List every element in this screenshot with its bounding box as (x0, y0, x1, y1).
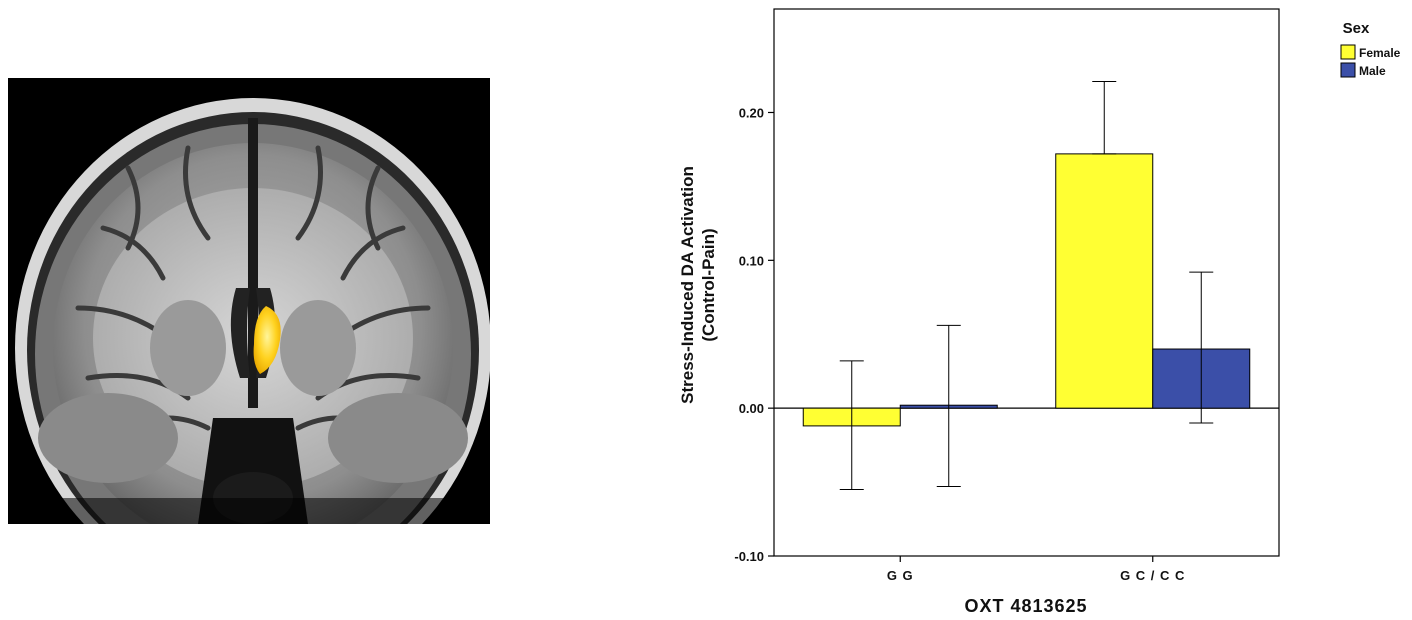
mri-coronal-brain-icon (8, 78, 491, 598)
y-tick-label: 0.00 (739, 401, 764, 416)
legend-swatch-male (1340, 62, 1356, 78)
legend-label-male: Male (1359, 64, 1386, 78)
bar-female (1055, 153, 1154, 409)
x-tick-label: G C / C C (1120, 568, 1185, 583)
y-axis-label-line1: Stress-Induced DA Activation (678, 166, 697, 404)
legend-swatch-female (1340, 44, 1356, 60)
legend: Sex Female Male (1340, 20, 1401, 78)
brain-mri-image (8, 78, 491, 598)
x-axis-label: OXT 4813625 (964, 596, 1087, 616)
legend-title: Sex (1343, 20, 1370, 37)
y-tick-label: 0.20 (739, 105, 764, 120)
x-tick-label: G G (887, 568, 914, 583)
activation-highlight (253, 306, 281, 374)
y-axis-label-line2: (Control-Pain) (699, 228, 718, 341)
legend-label-female: Female (1359, 46, 1401, 60)
y-tick-label: 0.10 (739, 253, 764, 268)
y-tick-label: -0.10 (734, 549, 764, 564)
plot-frame (773, 8, 1280, 557)
